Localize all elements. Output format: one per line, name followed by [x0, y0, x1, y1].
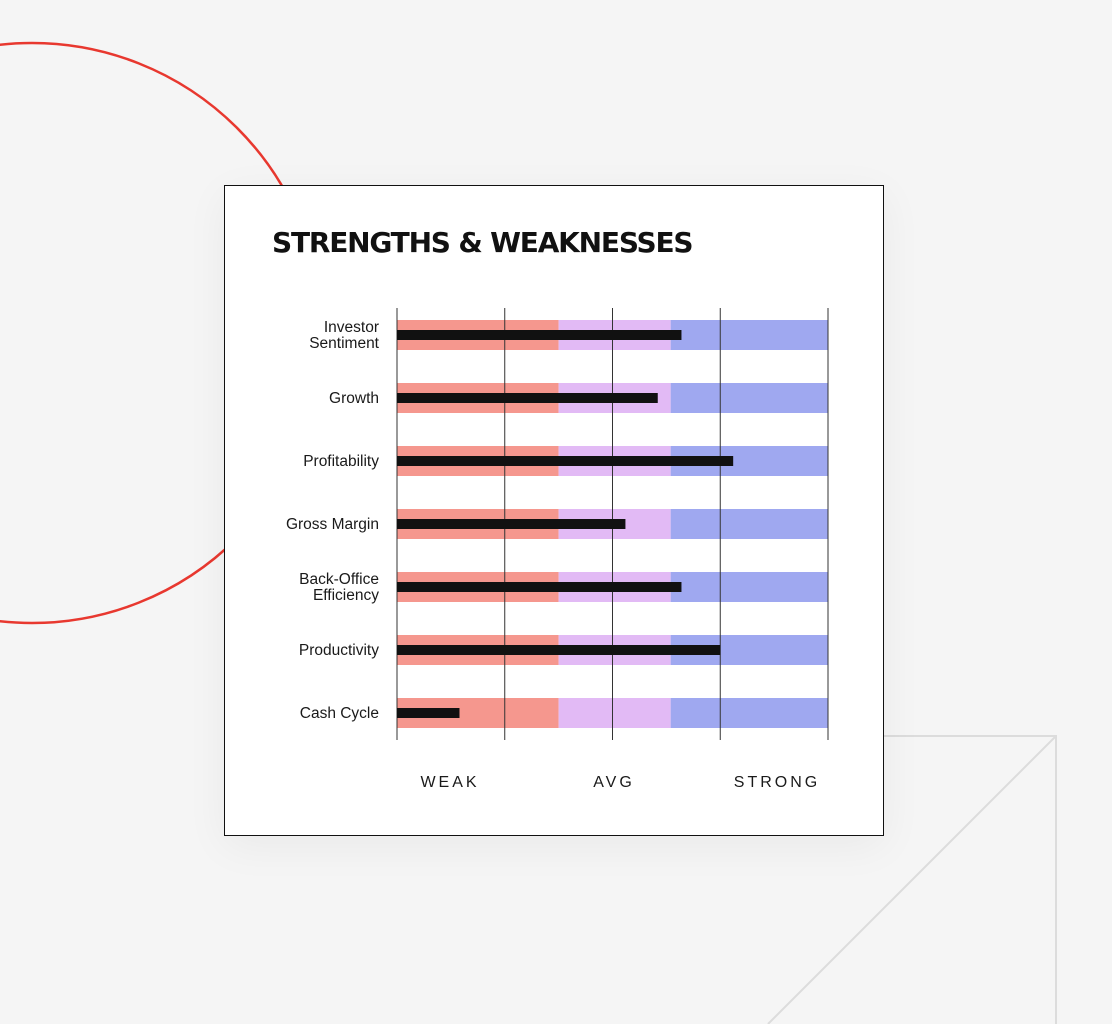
bar-chart: Investor Sentiment Growth Profitability Gros… [286, 308, 829, 791]
zone-label-weak: WEAK [420, 774, 479, 791]
band-strong [670, 383, 828, 413]
zone-label-strong: STRONG [734, 774, 820, 791]
band-strong [670, 572, 828, 602]
value-bar [397, 645, 721, 655]
value-bar [397, 519, 626, 529]
value-bar [397, 456, 734, 466]
category-label: Growth [329, 390, 379, 407]
value-bar [397, 330, 682, 340]
category-label: Gross Margin [286, 516, 379, 533]
value-bar [397, 582, 682, 592]
category-label: Investor Sentiment [309, 319, 379, 352]
category-label: Back-Office Efficiency [299, 571, 379, 604]
category-label: Productivity [299, 642, 379, 659]
chart-title: STRENGTHS & WEAKNESSES [272, 226, 694, 259]
band-strong [670, 320, 828, 350]
band-strong [670, 698, 828, 728]
value-bar [397, 708, 460, 718]
value-bar [397, 393, 658, 403]
band-avg [558, 698, 671, 728]
decorative-gray-lines [860, 735, 1057, 1024]
decorative-gray-diagonal [767, 735, 1057, 1024]
zone-label-avg: AVG [593, 774, 635, 791]
chart-card: STRENGTHS & WEAKNESSES Investor Sentiment… [224, 185, 884, 836]
category-label: Cash Cycle [300, 705, 379, 722]
category-label: Profitability [303, 453, 379, 470]
band-strong [670, 509, 828, 539]
